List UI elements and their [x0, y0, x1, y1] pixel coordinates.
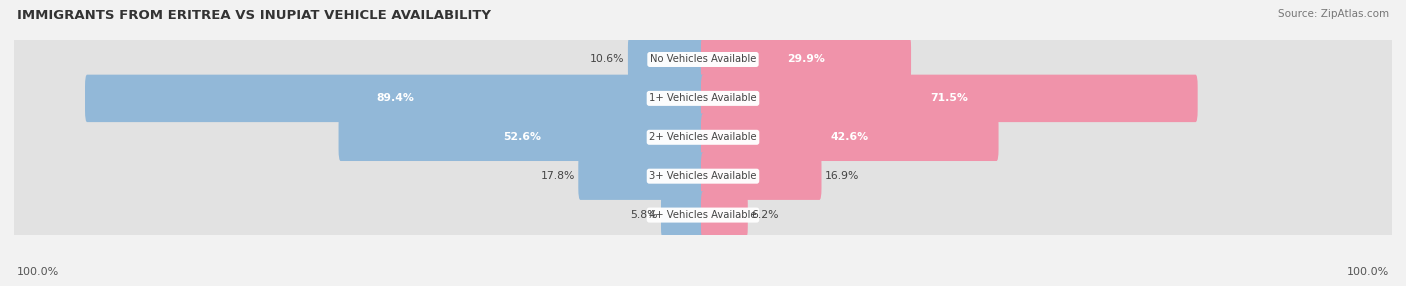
FancyBboxPatch shape [661, 191, 704, 239]
FancyBboxPatch shape [13, 50, 1393, 147]
Text: 29.9%: 29.9% [787, 55, 825, 64]
FancyBboxPatch shape [702, 114, 998, 161]
FancyBboxPatch shape [578, 152, 704, 200]
Text: 52.6%: 52.6% [503, 132, 541, 142]
FancyBboxPatch shape [628, 36, 704, 83]
Text: 1+ Vehicles Available: 1+ Vehicles Available [650, 94, 756, 103]
Text: 4+ Vehicles Available: 4+ Vehicles Available [650, 210, 756, 220]
Text: 42.6%: 42.6% [831, 132, 869, 142]
Text: 100.0%: 100.0% [17, 267, 59, 277]
Text: 89.4%: 89.4% [377, 94, 413, 103]
Text: 17.8%: 17.8% [540, 171, 575, 181]
FancyBboxPatch shape [13, 128, 1393, 225]
Text: 71.5%: 71.5% [931, 94, 969, 103]
Text: 6.2%: 6.2% [751, 210, 779, 220]
FancyBboxPatch shape [339, 114, 704, 161]
Text: Source: ZipAtlas.com: Source: ZipAtlas.com [1278, 9, 1389, 19]
Text: 10.6%: 10.6% [591, 55, 624, 64]
FancyBboxPatch shape [13, 11, 1393, 108]
FancyBboxPatch shape [702, 36, 911, 83]
Text: 5.8%: 5.8% [630, 210, 658, 220]
Text: 100.0%: 100.0% [1347, 267, 1389, 277]
FancyBboxPatch shape [13, 89, 1393, 186]
Text: No Vehicles Available: No Vehicles Available [650, 55, 756, 64]
FancyBboxPatch shape [13, 167, 1393, 263]
FancyBboxPatch shape [702, 191, 748, 239]
FancyBboxPatch shape [702, 152, 821, 200]
FancyBboxPatch shape [84, 75, 704, 122]
Text: 3+ Vehicles Available: 3+ Vehicles Available [650, 171, 756, 181]
Text: 16.9%: 16.9% [825, 171, 859, 181]
FancyBboxPatch shape [702, 75, 1198, 122]
Text: IMMIGRANTS FROM ERITREA VS INUPIAT VEHICLE AVAILABILITY: IMMIGRANTS FROM ERITREA VS INUPIAT VEHIC… [17, 9, 491, 21]
Text: 2+ Vehicles Available: 2+ Vehicles Available [650, 132, 756, 142]
